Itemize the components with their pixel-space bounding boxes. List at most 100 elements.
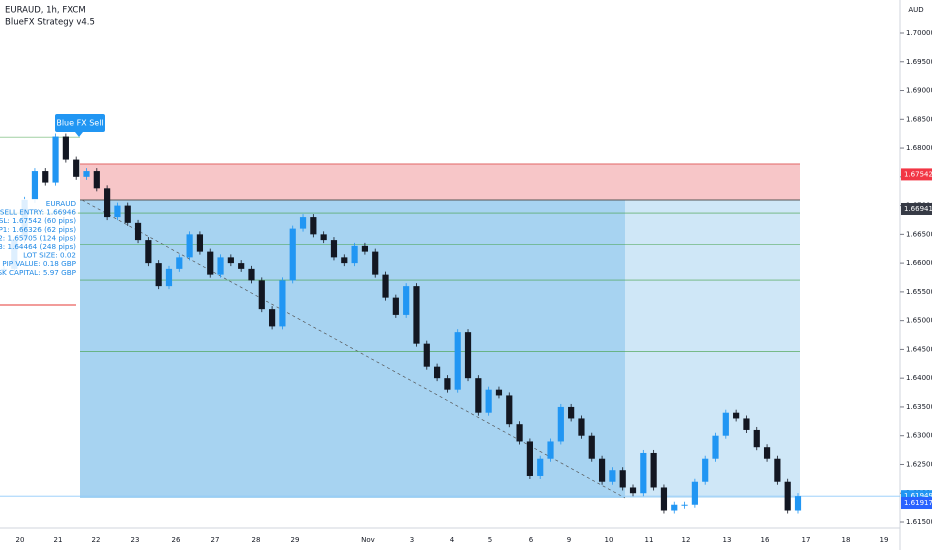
candle — [227, 257, 234, 264]
candle — [619, 470, 626, 488]
x-tick-label: 4 — [450, 536, 455, 544]
candle — [691, 481, 698, 505]
candle — [794, 496, 802, 511]
info-line: RISK CAPITAL: 5.97 GBP — [0, 268, 77, 277]
y-tick-label: 1.62500 — [906, 460, 932, 468]
price-badge-label: 1.61949 — [904, 492, 932, 500]
candle — [320, 234, 327, 241]
candle — [382, 274, 389, 298]
info-line: EURAUD — [46, 199, 77, 208]
x-tick-label: 5 — [488, 536, 492, 544]
price-badge — [901, 168, 932, 181]
info-line: SELL ENTRY: 1.66946 — [0, 208, 76, 217]
candle — [124, 205, 131, 223]
sell-label: Blue FX Sell — [56, 119, 103, 128]
y-tick-label: 1.64000 — [906, 374, 932, 382]
y-tick-label: 1.66500 — [906, 230, 932, 238]
y-tick-label: 1.70000 — [906, 29, 932, 37]
x-tick-label: 20 — [16, 536, 25, 544]
x-tick-label: Nov — [361, 536, 375, 544]
candle — [485, 389, 492, 413]
candle — [341, 257, 348, 264]
x-tick-label: 22 — [92, 536, 101, 544]
x-tick-label: 6 — [529, 536, 534, 544]
x-tick-label: 18 — [842, 536, 851, 544]
info-line: PIP VALUE: 0.18 GBP — [2, 259, 76, 268]
x-tick-label: 17 — [802, 536, 811, 544]
candle — [392, 297, 399, 315]
candle — [568, 406, 575, 419]
info-line: TP3: 1.64464 (248 pips) — [0, 242, 76, 251]
y-tick-label: 1.66000 — [906, 259, 932, 267]
candle — [433, 366, 441, 379]
candle — [588, 435, 595, 459]
info-box — [0, 199, 78, 274]
candle — [629, 487, 637, 494]
candle — [423, 343, 430, 367]
candle — [217, 257, 224, 275]
candle — [753, 429, 760, 448]
candle — [475, 378, 482, 413]
candle — [650, 452, 657, 488]
stop-zone — [80, 164, 800, 200]
target-zone — [80, 200, 625, 498]
candle — [712, 435, 719, 459]
y-tick-label: 1.61500 — [906, 518, 932, 526]
y-tick-label: 1.65000 — [906, 317, 932, 325]
candle — [134, 222, 142, 241]
candle — [155, 263, 162, 287]
candle — [196, 234, 204, 252]
x-tick-label: 13 — [723, 536, 732, 544]
candle — [464, 332, 472, 379]
candle — [660, 487, 668, 511]
y-tick-label: 1.68000 — [906, 144, 932, 152]
x-tick-label: 29 — [291, 536, 300, 544]
candle — [351, 245, 358, 264]
x-tick-label: 27 — [211, 536, 220, 544]
y-tick-label: 1.64500 — [906, 345, 932, 353]
currency: AUD — [908, 6, 923, 14]
price-badge — [901, 497, 932, 510]
x-tick-label: 10 — [605, 536, 614, 544]
candle — [516, 424, 523, 442]
x-tick-label: 16 — [761, 536, 770, 544]
candle — [289, 228, 296, 281]
trend-line — [81, 199, 626, 499]
x-tick-label: 21 — [54, 536, 63, 544]
x-tick-label: 12 — [682, 536, 691, 544]
candle — [547, 441, 554, 459]
candle — [671, 504, 678, 511]
candle — [269, 309, 276, 327]
candle — [299, 217, 307, 229]
candle — [42, 171, 49, 183]
candle — [506, 395, 513, 425]
candle — [186, 234, 193, 258]
candle — [372, 251, 379, 275]
candle — [248, 268, 255, 281]
candle — [444, 378, 451, 390]
candle — [62, 136, 69, 160]
candle — [454, 332, 461, 390]
candle — [526, 441, 533, 476]
x-tick-label: 28 — [252, 536, 261, 544]
candle — [310, 217, 317, 235]
x-tick-label: 26 — [172, 536, 181, 544]
candle — [403, 286, 410, 315]
candle — [784, 481, 791, 511]
x-tick-label: 11 — [645, 536, 654, 544]
x-tick-label: 19 — [880, 536, 889, 544]
candle — [176, 257, 183, 269]
candle — [83, 171, 90, 177]
candle — [774, 458, 781, 482]
candle — [681, 504, 688, 506]
info-line: SL: 1.67542 (60 pips) — [0, 216, 76, 225]
y-tick-label: 1.69000 — [906, 87, 932, 95]
candle — [73, 159, 80, 177]
indicator: BlueFX Strategy v4.5 — [5, 18, 95, 28]
y-tick-label: 1.65500 — [906, 288, 932, 296]
candle — [598, 458, 606, 482]
candle — [495, 389, 503, 396]
candle — [640, 452, 647, 494]
candle — [722, 412, 729, 436]
